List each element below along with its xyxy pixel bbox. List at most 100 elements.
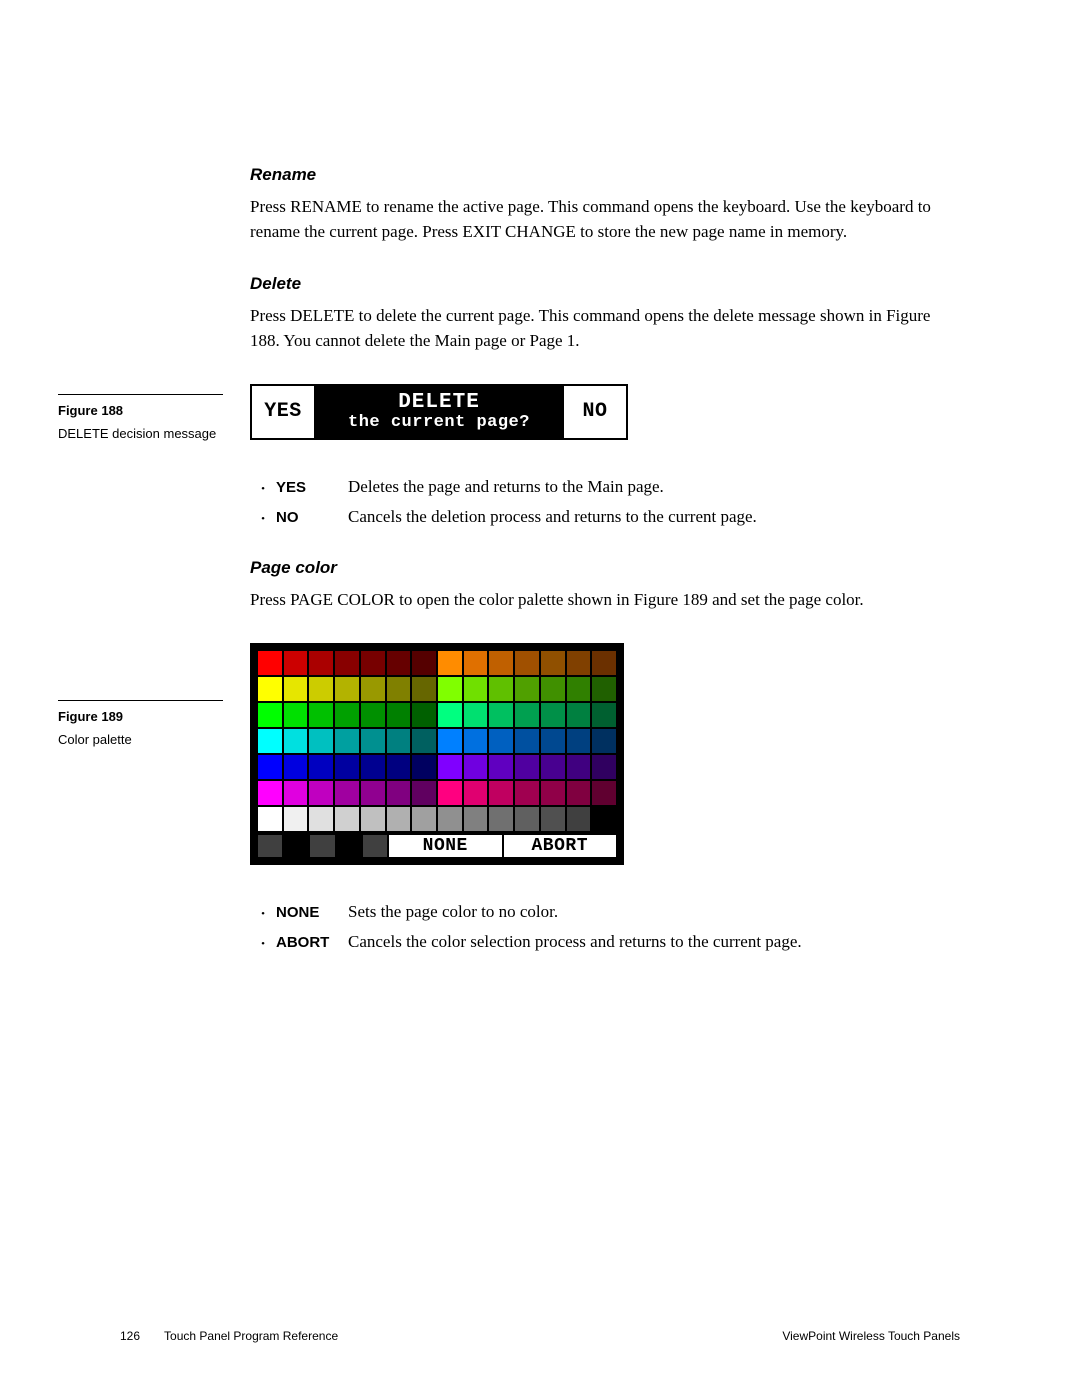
color-swatch[interactable]: [514, 702, 540, 728]
color-swatch[interactable]: [488, 702, 514, 728]
color-swatch[interactable]: [386, 754, 412, 780]
color-swatch[interactable]: [463, 754, 489, 780]
color-swatch[interactable]: [360, 702, 386, 728]
color-swatch[interactable]: [488, 806, 514, 832]
color-swatch[interactable]: [283, 806, 309, 832]
color-swatch[interactable]: [386, 676, 412, 702]
color-swatch[interactable]: [386, 780, 412, 806]
color-swatch[interactable]: [257, 676, 283, 702]
color-swatch[interactable]: [360, 650, 386, 676]
palette-none-button[interactable]: NONE: [388, 834, 503, 858]
color-swatch[interactable]: [540, 702, 566, 728]
color-swatch[interactable]: [360, 780, 386, 806]
color-swatch[interactable]: [437, 780, 463, 806]
color-swatch[interactable]: [283, 728, 309, 754]
color-swatch[interactable]: [411, 806, 437, 832]
color-swatch[interactable]: [488, 676, 514, 702]
color-swatch[interactable]: [437, 728, 463, 754]
color-swatch[interactable]: [257, 780, 283, 806]
color-swatch[interactable]: [488, 728, 514, 754]
color-swatch[interactable]: [437, 676, 463, 702]
color-swatch[interactable]: [463, 702, 489, 728]
color-swatch[interactable]: [360, 728, 386, 754]
color-swatch[interactable]: [514, 754, 540, 780]
color-swatch[interactable]: [308, 728, 334, 754]
color-swatch[interactable]: [308, 780, 334, 806]
color-swatch[interactable]: [540, 728, 566, 754]
color-swatch[interactable]: [591, 650, 617, 676]
palette-abort-button[interactable]: ABORT: [503, 834, 618, 858]
color-swatch[interactable]: [386, 702, 412, 728]
color-swatch[interactable]: [566, 780, 592, 806]
color-swatch[interactable]: [566, 754, 592, 780]
color-swatch[interactable]: [360, 806, 386, 832]
color-swatch[interactable]: [514, 650, 540, 676]
color-swatch[interactable]: [308, 754, 334, 780]
color-swatch[interactable]: [334, 676, 360, 702]
color-swatch[interactable]: [463, 780, 489, 806]
color-swatch[interactable]: [411, 650, 437, 676]
color-swatch[interactable]: [514, 676, 540, 702]
color-swatch[interactable]: [463, 650, 489, 676]
color-swatch[interactable]: [283, 650, 309, 676]
color-swatch[interactable]: [566, 702, 592, 728]
color-swatch[interactable]: [540, 676, 566, 702]
color-swatch[interactable]: [334, 650, 360, 676]
color-swatch[interactable]: [540, 754, 566, 780]
color-swatch[interactable]: [360, 676, 386, 702]
color-swatch[interactable]: [437, 754, 463, 780]
color-swatch[interactable]: [386, 728, 412, 754]
color-swatch[interactable]: [514, 728, 540, 754]
color-swatch[interactable]: [566, 806, 592, 832]
color-swatch[interactable]: [437, 702, 463, 728]
color-swatch[interactable]: [411, 728, 437, 754]
color-swatch[interactable]: [463, 676, 489, 702]
color-swatch[interactable]: [514, 780, 540, 806]
color-swatch[interactable]: [566, 676, 592, 702]
color-swatch[interactable]: [360, 754, 386, 780]
color-swatch[interactable]: [308, 702, 334, 728]
color-swatch[interactable]: [463, 806, 489, 832]
color-swatch[interactable]: [411, 702, 437, 728]
color-swatch[interactable]: [488, 754, 514, 780]
color-swatch[interactable]: [257, 754, 283, 780]
color-swatch[interactable]: [334, 702, 360, 728]
color-swatch[interactable]: [566, 728, 592, 754]
color-swatch[interactable]: [257, 728, 283, 754]
color-swatch[interactable]: [591, 780, 617, 806]
color-swatch[interactable]: [591, 754, 617, 780]
color-swatch[interactable]: [308, 650, 334, 676]
color-swatch[interactable]: [591, 728, 617, 754]
color-swatch[interactable]: [591, 806, 617, 832]
color-swatch[interactable]: [437, 806, 463, 832]
color-swatch[interactable]: [540, 650, 566, 676]
color-swatch[interactable]: [488, 650, 514, 676]
color-swatch[interactable]: [437, 650, 463, 676]
color-swatch[interactable]: [591, 676, 617, 702]
color-swatch[interactable]: [283, 676, 309, 702]
color-swatch[interactable]: [411, 780, 437, 806]
color-swatch[interactable]: [514, 806, 540, 832]
color-swatch[interactable]: [283, 754, 309, 780]
color-swatch[interactable]: [334, 754, 360, 780]
color-swatch[interactable]: [540, 806, 566, 832]
color-swatch[interactable]: [386, 650, 412, 676]
color-swatch[interactable]: [283, 702, 309, 728]
color-swatch[interactable]: [334, 728, 360, 754]
color-swatch[interactable]: [540, 780, 566, 806]
color-swatch[interactable]: [591, 702, 617, 728]
color-swatch[interactable]: [386, 806, 412, 832]
color-swatch[interactable]: [463, 728, 489, 754]
color-swatch[interactable]: [488, 780, 514, 806]
delete-yes-button[interactable]: YES: [252, 386, 314, 438]
color-swatch[interactable]: [566, 650, 592, 676]
color-swatch[interactable]: [334, 780, 360, 806]
color-swatch[interactable]: [257, 650, 283, 676]
color-swatch[interactable]: [257, 806, 283, 832]
delete-no-button[interactable]: NO: [564, 386, 626, 438]
color-swatch[interactable]: [334, 806, 360, 832]
color-swatch[interactable]: [411, 676, 437, 702]
color-swatch[interactable]: [257, 702, 283, 728]
color-swatch[interactable]: [308, 806, 334, 832]
color-swatch[interactable]: [308, 676, 334, 702]
